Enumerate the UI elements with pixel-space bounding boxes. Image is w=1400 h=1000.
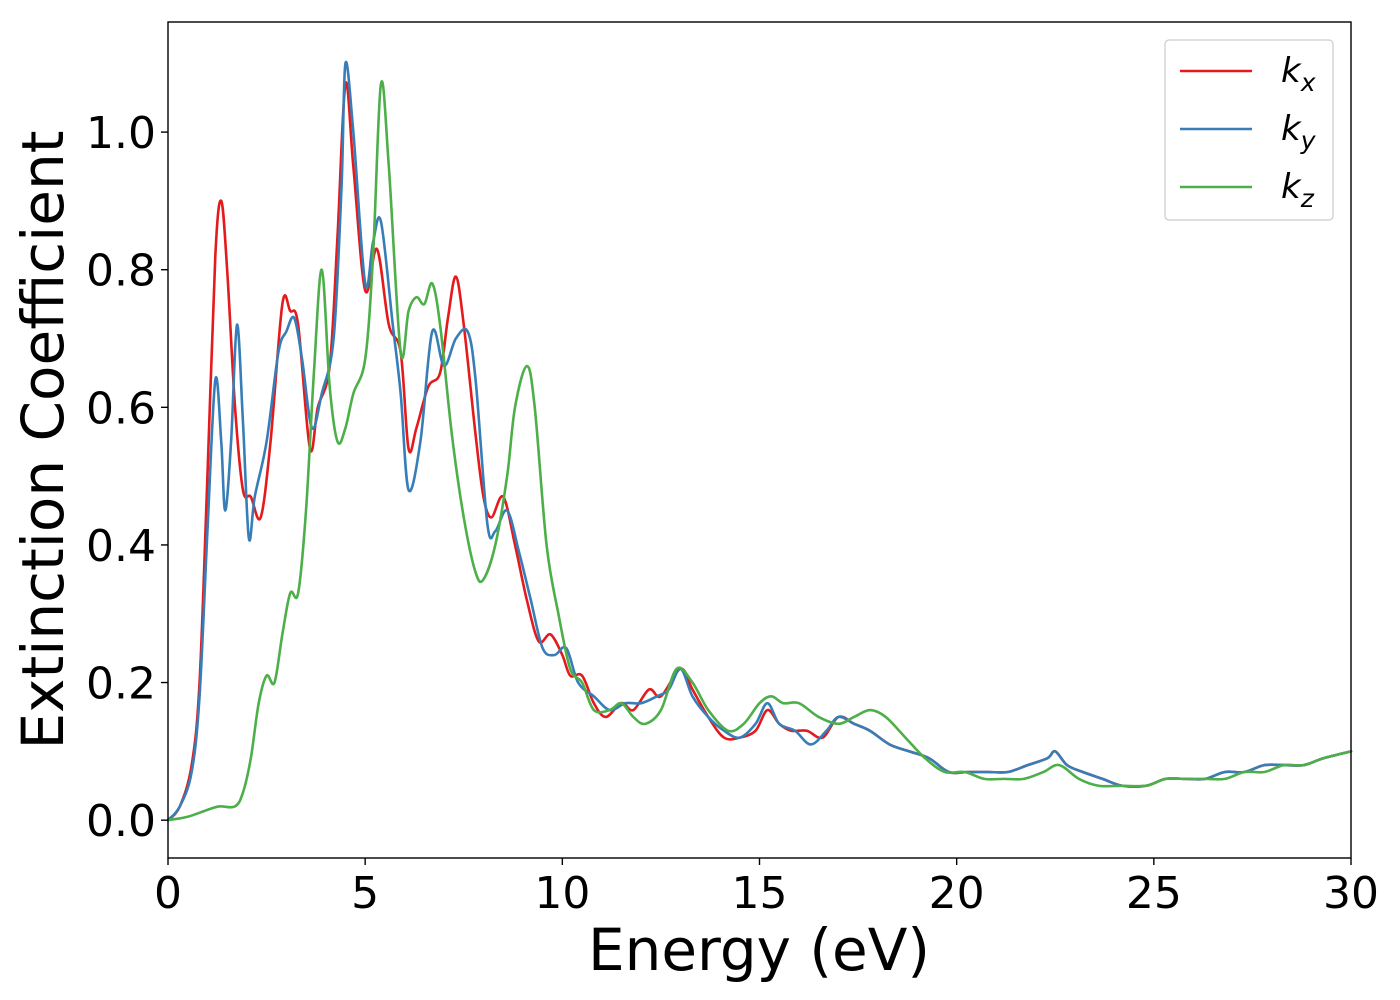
y-tick-label: 0.2 xyxy=(86,659,156,710)
y-axis-title: Extinction Coefficient xyxy=(9,131,77,750)
x-tick-label: 30 xyxy=(1323,868,1379,919)
x-tick-label: 5 xyxy=(351,868,379,919)
series-line-y xyxy=(166,60,1353,822)
x-tick-label: 10 xyxy=(534,868,590,919)
y-tick-label: 0.8 xyxy=(86,246,156,297)
series-line-z xyxy=(166,80,1353,822)
series-layer xyxy=(166,60,1353,822)
x-axis-title: Energy (eV) xyxy=(588,916,930,984)
legend-label-x: kx xyxy=(1281,51,1316,97)
ticks-layer: 0 5 10 15 20 25 30 0.0 0.2 0.4 0.6 0.8 1.0 xyxy=(86,108,1379,919)
x-tick-label: 15 xyxy=(732,868,788,919)
y-tick-label: 0.6 xyxy=(86,383,156,434)
y-tick-label: 1.0 xyxy=(86,108,156,159)
x-tick-label: 20 xyxy=(929,868,985,919)
y-tick-label: 0.0 xyxy=(86,796,156,847)
y-tick-label: 0.4 xyxy=(86,521,156,572)
x-tick-label: 25 xyxy=(1126,868,1182,919)
legend-label-y: ky xyxy=(1281,109,1317,155)
legend-label-z: kz xyxy=(1281,167,1315,213)
x-tick-label: 0 xyxy=(154,868,182,919)
legend: kx ky kz xyxy=(1164,39,1334,221)
